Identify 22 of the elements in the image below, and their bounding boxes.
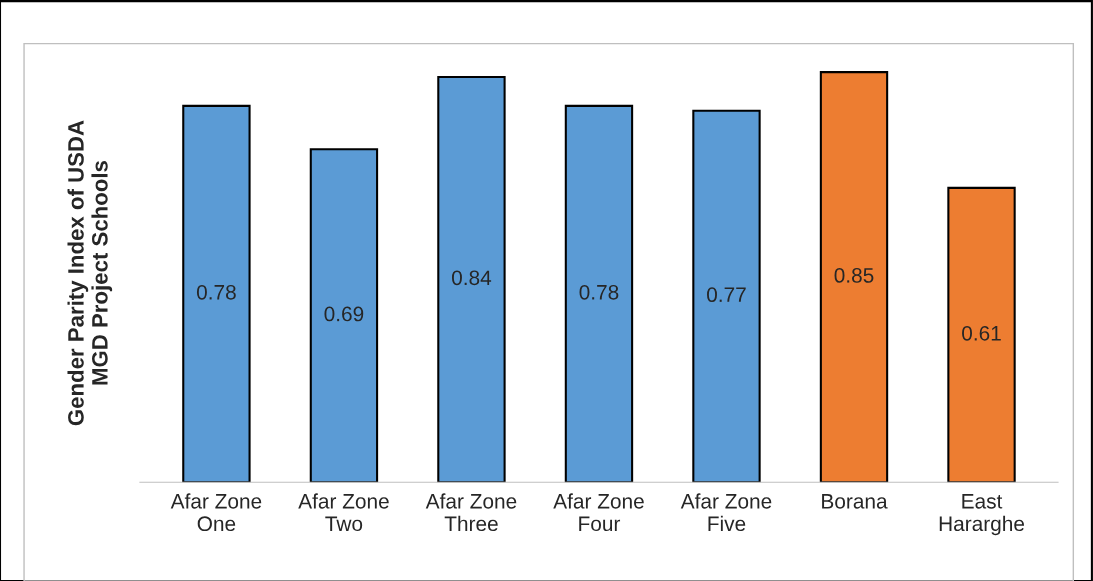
data-label: 0.78 bbox=[579, 284, 619, 300]
data-label: 0.61 bbox=[962, 325, 1001, 341]
x-tick-label: Afar Zone Two bbox=[298, 493, 389, 532]
bar bbox=[437, 75, 506, 483]
data-label: 0.84 bbox=[451, 270, 492, 286]
data-label: 0.78 bbox=[196, 284, 236, 300]
bar bbox=[947, 186, 1016, 483]
bar bbox=[692, 109, 761, 483]
bar bbox=[309, 148, 379, 483]
x-tick-label: Afar Zone Three bbox=[425, 493, 517, 532]
data-label: 0.77 bbox=[707, 287, 746, 303]
bar bbox=[819, 71, 889, 483]
x-tick-label: Afar Zone Four bbox=[553, 493, 644, 532]
data-label: 0.85 bbox=[834, 268, 874, 283]
bar bbox=[564, 104, 634, 483]
bar bbox=[182, 104, 251, 483]
x-tick-label: Afar Zone Five bbox=[680, 493, 772, 532]
x-tick-label: Afar Zone One bbox=[170, 493, 262, 532]
x-tick-label: East Hararghe bbox=[939, 494, 1025, 536]
data-label: 0.69 bbox=[324, 306, 364, 322]
x-tick-label: Borana bbox=[822, 494, 888, 509]
y-axis-title: Gender Parity Index of USDA MGD Project Schools bbox=[67, 120, 113, 426]
